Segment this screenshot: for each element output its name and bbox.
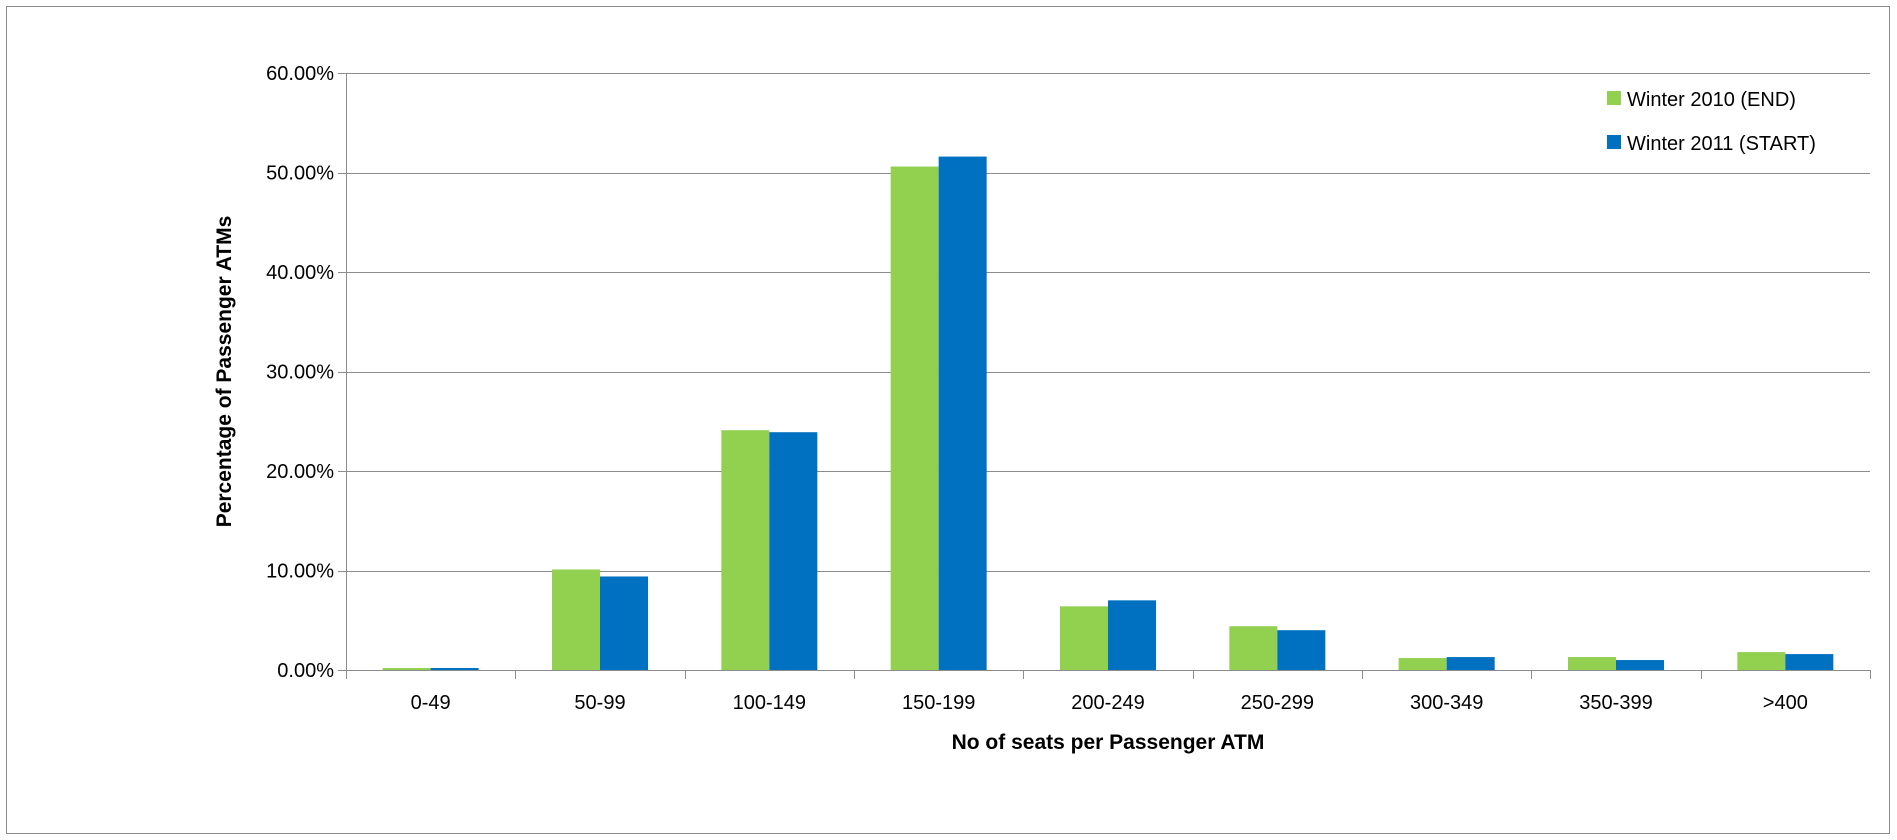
bar-winter-2011 (1616, 660, 1664, 670)
y-axis-title: Percentage of Passenger ATMs (213, 216, 236, 528)
axes (338, 73, 1871, 679)
bar-winter-2010 (1060, 606, 1108, 670)
x-tick-label: 150-199 (902, 692, 975, 714)
bar-winter-2011 (769, 432, 818, 670)
x-axis-title: No of seats per Passenger ATM (952, 731, 1265, 754)
bar-winter-2010 (1398, 658, 1447, 670)
bar-winter-2011 (1277, 630, 1326, 670)
x-tick-labels: 0-49 50-99 100-149 150-199 200-249 250-299 300… (411, 692, 1808, 714)
x-tick-label: 250-299 (1241, 692, 1314, 714)
bar-winter-2010 (1737, 652, 1786, 670)
bar-winter-2010 (382, 668, 431, 670)
bar-winter-2011 (1446, 657, 1495, 670)
y-tick-label: 30.00% (266, 362, 334, 384)
bar-winter-2011 (1785, 654, 1834, 670)
y-tick-labels: 0.00% 10.00% 20.00% 30.00% 40.00% 50.00% 60.00… (266, 63, 334, 682)
x-tick-label: 300-349 (1410, 692, 1483, 714)
legend-label-winter-2011: Winter 2011 (START) (1627, 133, 1816, 155)
bar-winter-2010 (721, 430, 770, 670)
legend: Winter 2010 (END) Winter 2011 (START) (1607, 89, 1816, 155)
legend-swatch-winter-2011 (1607, 135, 1621, 149)
legend-swatch-winter-2010 (1607, 91, 1621, 105)
bar-winter-2011 (938, 156, 987, 670)
x-tick-label: 200-249 (1071, 692, 1144, 714)
bar-winter-2010 (552, 569, 600, 670)
x-tick-label: 350-399 (1579, 692, 1652, 714)
y-tick-label: 60.00% (266, 63, 334, 85)
x-tick-label: >400 (1763, 692, 1808, 714)
legend-label-winter-2010: Winter 2010 (END) (1627, 89, 1796, 111)
y-tick-label: 40.00% (266, 262, 334, 284)
y-tick-label: 20.00% (266, 461, 334, 483)
x-tick-label: 0-49 (411, 692, 451, 714)
bar-winter-2011 (430, 668, 479, 670)
y-tick-label: 50.00% (266, 163, 334, 185)
bar-winter-2010 (890, 166, 939, 670)
bar-winter-2011 (600, 576, 648, 670)
y-tick-label: 0.00% (277, 660, 334, 682)
bar-winter-2011 (1108, 600, 1156, 670)
bars (382, 156, 1834, 670)
bar-winter-2010 (1229, 626, 1278, 670)
x-tick-label: 100-149 (733, 692, 806, 714)
x-tick-label: 50-99 (574, 692, 625, 714)
bar-winter-2010 (1568, 657, 1616, 670)
y-tick-label: 10.00% (266, 561, 334, 583)
